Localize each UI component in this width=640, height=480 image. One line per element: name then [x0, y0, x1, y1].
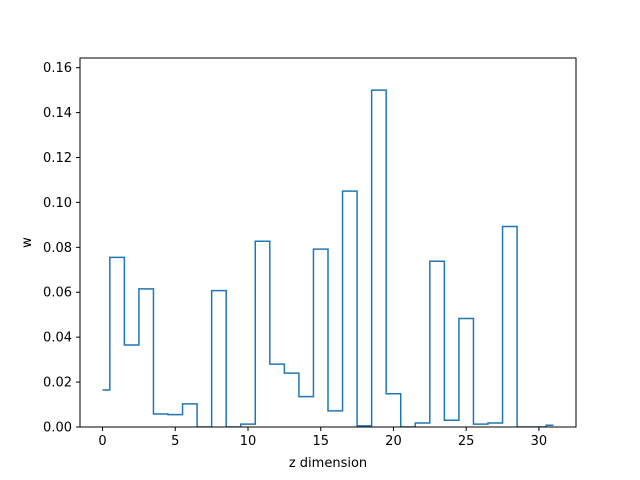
- plot-frame: [79, 57, 577, 428]
- plot-layer: [102, 89, 554, 427]
- y-axis: 0.00 0.02 0.04 0.06 0.08 0.10 0.12 0.14 0.16: [43, 61, 80, 436]
- y-tick-label: 0.04: [43, 331, 72, 346]
- x-tick-label: 10: [240, 434, 257, 449]
- x-tick-label: 30: [531, 434, 548, 449]
- y-tick-label: 0.14: [43, 106, 72, 121]
- y-tick-label: 0.08: [43, 241, 72, 256]
- y-tick-label: 0.06: [43, 286, 72, 301]
- series-step-line: [102, 89, 554, 427]
- x-axis: 0 5 10 15 20 25 30: [98, 427, 547, 449]
- y-tick-label: 0.02: [43, 376, 72, 391]
- y-tick-label: 0.10: [43, 196, 72, 211]
- x-tick-label: 5: [171, 434, 179, 449]
- x-tick-label: 0: [98, 434, 106, 449]
- x-tick-label: 20: [385, 434, 402, 449]
- x-tick-label: 15: [312, 434, 329, 449]
- x-tick-label: 25: [458, 434, 475, 449]
- y-tick-label: 0.12: [43, 151, 72, 166]
- y-tick-label: 0.16: [43, 61, 72, 76]
- y-axis-label: w: [20, 237, 35, 248]
- y-tick-label: 0.00: [43, 421, 72, 436]
- x-axis-label: z dimension: [289, 456, 367, 471]
